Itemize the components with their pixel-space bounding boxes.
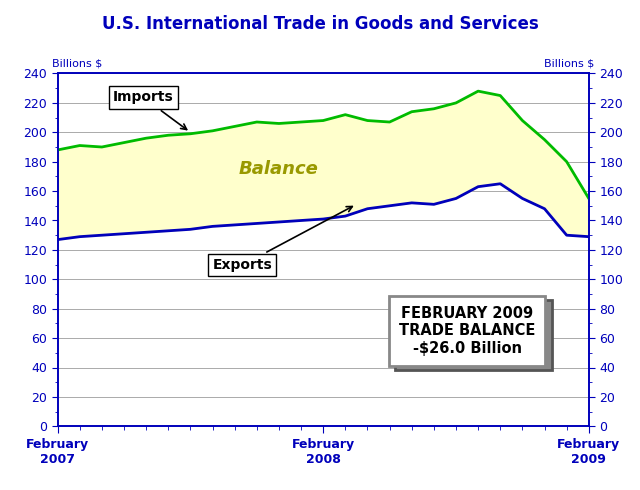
Text: U.S. International Trade in Goods and Services: U.S. International Trade in Goods and Se… (102, 15, 538, 33)
Text: Exports: Exports (212, 206, 352, 272)
Text: Billions $: Billions $ (544, 58, 594, 68)
Text: Imports: Imports (113, 91, 187, 129)
Text: FEBRUARY 2009
TRADE BALANCE
-$26.0 Billion: FEBRUARY 2009 TRADE BALANCE -$26.0 Billi… (399, 306, 535, 356)
Text: Balance: Balance (239, 160, 319, 178)
Text: FEBRUARY 2009
TRADE BALANCE
-$26.0 Billion: FEBRUARY 2009 TRADE BALANCE -$26.0 Billi… (406, 310, 542, 360)
Text: Billions $: Billions $ (52, 58, 102, 68)
